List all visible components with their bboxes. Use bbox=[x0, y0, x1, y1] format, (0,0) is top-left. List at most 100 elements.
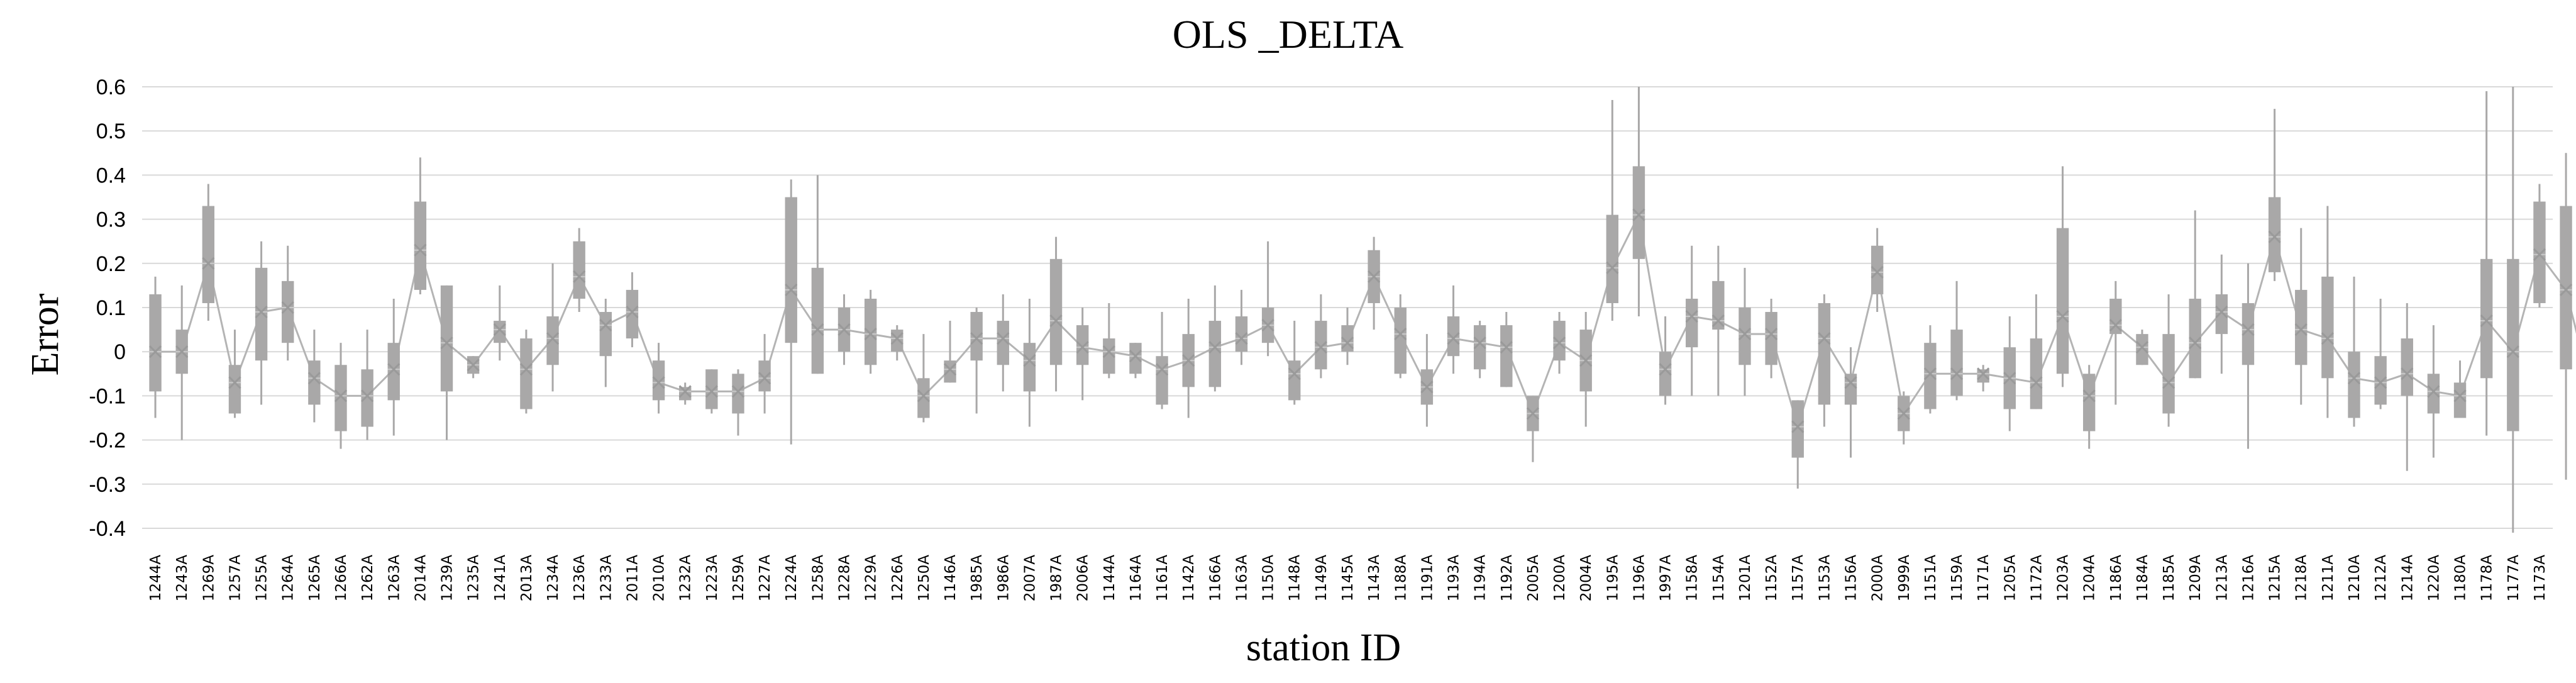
y-tick-label: -0.1 bbox=[89, 384, 126, 408]
mean-marker bbox=[811, 323, 824, 336]
x-tick-label: 1201A bbox=[1737, 555, 1754, 602]
x-tick-label: 1223A bbox=[704, 555, 721, 602]
x-tick-label: 1156A bbox=[1844, 555, 1860, 602]
x-tick-label: 1215A bbox=[2267, 555, 2284, 602]
mean-marker bbox=[2453, 389, 2467, 403]
mean-marker bbox=[970, 332, 983, 345]
y-tick-label: -0.2 bbox=[89, 429, 126, 453]
x-tick-label: 1157A bbox=[1790, 555, 1806, 602]
mean-marker bbox=[1368, 270, 1381, 283]
mean-marker bbox=[2294, 323, 2308, 336]
box bbox=[2453, 382, 2467, 418]
mean-marker bbox=[1606, 261, 1619, 274]
y-tick-label: 0.2 bbox=[96, 252, 126, 276]
x-tick-label: 2014A bbox=[412, 555, 429, 602]
boxes bbox=[149, 166, 2573, 458]
mean-marker bbox=[1526, 407, 1539, 420]
mean-marker bbox=[1182, 354, 1195, 367]
x-tick-label: 1163A bbox=[1234, 555, 1250, 602]
x-tick-label: 1164A bbox=[1128, 555, 1144, 602]
x-tick-label: 1234A bbox=[545, 555, 561, 602]
x-tick-label: 2007A bbox=[1022, 555, 1038, 602]
box bbox=[2533, 201, 2546, 303]
box bbox=[2242, 303, 2255, 365]
box bbox=[149, 294, 162, 392]
mean-marker bbox=[334, 389, 348, 403]
mean-marker bbox=[440, 336, 453, 350]
mean-marker bbox=[175, 345, 189, 358]
box bbox=[1553, 321, 1566, 361]
y-tick-label: 0.5 bbox=[96, 119, 126, 143]
box bbox=[1871, 245, 1884, 294]
box bbox=[1844, 374, 1857, 405]
x-tick-label: 1194A bbox=[1473, 555, 1489, 602]
mean-marker bbox=[678, 385, 692, 398]
box bbox=[546, 316, 559, 365]
mean-marker bbox=[1897, 407, 1910, 420]
x-tick-label: 1172A bbox=[2028, 555, 2045, 602]
mean-marker bbox=[149, 345, 162, 358]
box bbox=[1500, 325, 1513, 387]
x-tick-label: 1264A bbox=[280, 555, 297, 602]
box bbox=[2480, 258, 2493, 379]
box bbox=[202, 206, 215, 303]
y-axis-ticks: 0.6 0.5 0.4 0.3 0.2 0.1 0 -0.1 -0.2 -0.3 -0.4 bbox=[89, 75, 126, 541]
box bbox=[2136, 334, 2148, 365]
box bbox=[970, 312, 983, 361]
x-tick-label: 1233A bbox=[598, 555, 614, 602]
x-tick-label: 2005A bbox=[1525, 555, 1542, 602]
mean-marker bbox=[2189, 336, 2202, 350]
box bbox=[1394, 308, 1407, 374]
x-tick-label: 2004A bbox=[1578, 555, 1595, 602]
mean-marker bbox=[890, 332, 904, 345]
x-tick-label: 1200A bbox=[1552, 555, 1568, 602]
x-tick-label: 1185A bbox=[2161, 555, 2177, 602]
mean-marker bbox=[2401, 367, 2414, 380]
box bbox=[1235, 316, 1248, 352]
mean-marker bbox=[1420, 380, 1434, 394]
mean-trend-line bbox=[155, 211, 2576, 430]
mean-marker bbox=[2533, 248, 2546, 261]
x-tick-label: 1205A bbox=[2002, 555, 2018, 602]
mean-marker bbox=[1791, 420, 1805, 433]
box bbox=[652, 360, 665, 401]
x-tick-label: 1210A bbox=[2347, 555, 2363, 602]
mean-marker bbox=[1261, 319, 1274, 332]
box bbox=[1129, 343, 1142, 374]
mean-marker bbox=[2082, 389, 2096, 403]
x-tick-label: 1235A bbox=[466, 555, 482, 602]
mean-marker bbox=[997, 332, 1010, 345]
x-tick-label: 1209A bbox=[2187, 555, 2204, 602]
box bbox=[732, 374, 744, 414]
box bbox=[1315, 321, 1327, 370]
mean-marker bbox=[2162, 376, 2175, 389]
mean-marker bbox=[414, 243, 427, 257]
x-tick-label: 1146A bbox=[943, 555, 959, 602]
x-tick-label: 1150A bbox=[1261, 555, 1277, 602]
box bbox=[2056, 228, 2069, 374]
mean-marker bbox=[1314, 341, 1327, 354]
box bbox=[228, 365, 241, 414]
mean-marker bbox=[1579, 354, 1593, 367]
mean-marker bbox=[1447, 332, 1460, 345]
mean-marker bbox=[255, 305, 268, 319]
y-tick-label: 0.3 bbox=[96, 208, 126, 232]
x-tick-label: 1152A bbox=[1764, 555, 1780, 602]
x-tick-label: 1145A bbox=[1340, 555, 1356, 602]
x-tick-label: 1154A bbox=[1711, 555, 1727, 602]
mean-marker bbox=[1552, 336, 1566, 350]
box bbox=[1659, 352, 1672, 396]
x-tick-label: 1178A bbox=[2479, 555, 2496, 602]
x-tick-label: 1214A bbox=[2399, 555, 2416, 602]
x-tick-label: 2000A bbox=[1870, 555, 1886, 602]
x-tick-label: 1986A bbox=[995, 555, 1012, 602]
box bbox=[1288, 360, 1301, 401]
mean-marker bbox=[1023, 354, 1036, 367]
x-tick-label: 1216A bbox=[2240, 555, 2257, 602]
mean-marker bbox=[1659, 363, 1672, 376]
box bbox=[573, 241, 585, 299]
x-tick-label: 1177A bbox=[2506, 555, 2522, 602]
box bbox=[1765, 312, 1777, 365]
mean-marker bbox=[1076, 341, 1089, 354]
mean-marker bbox=[758, 372, 771, 385]
